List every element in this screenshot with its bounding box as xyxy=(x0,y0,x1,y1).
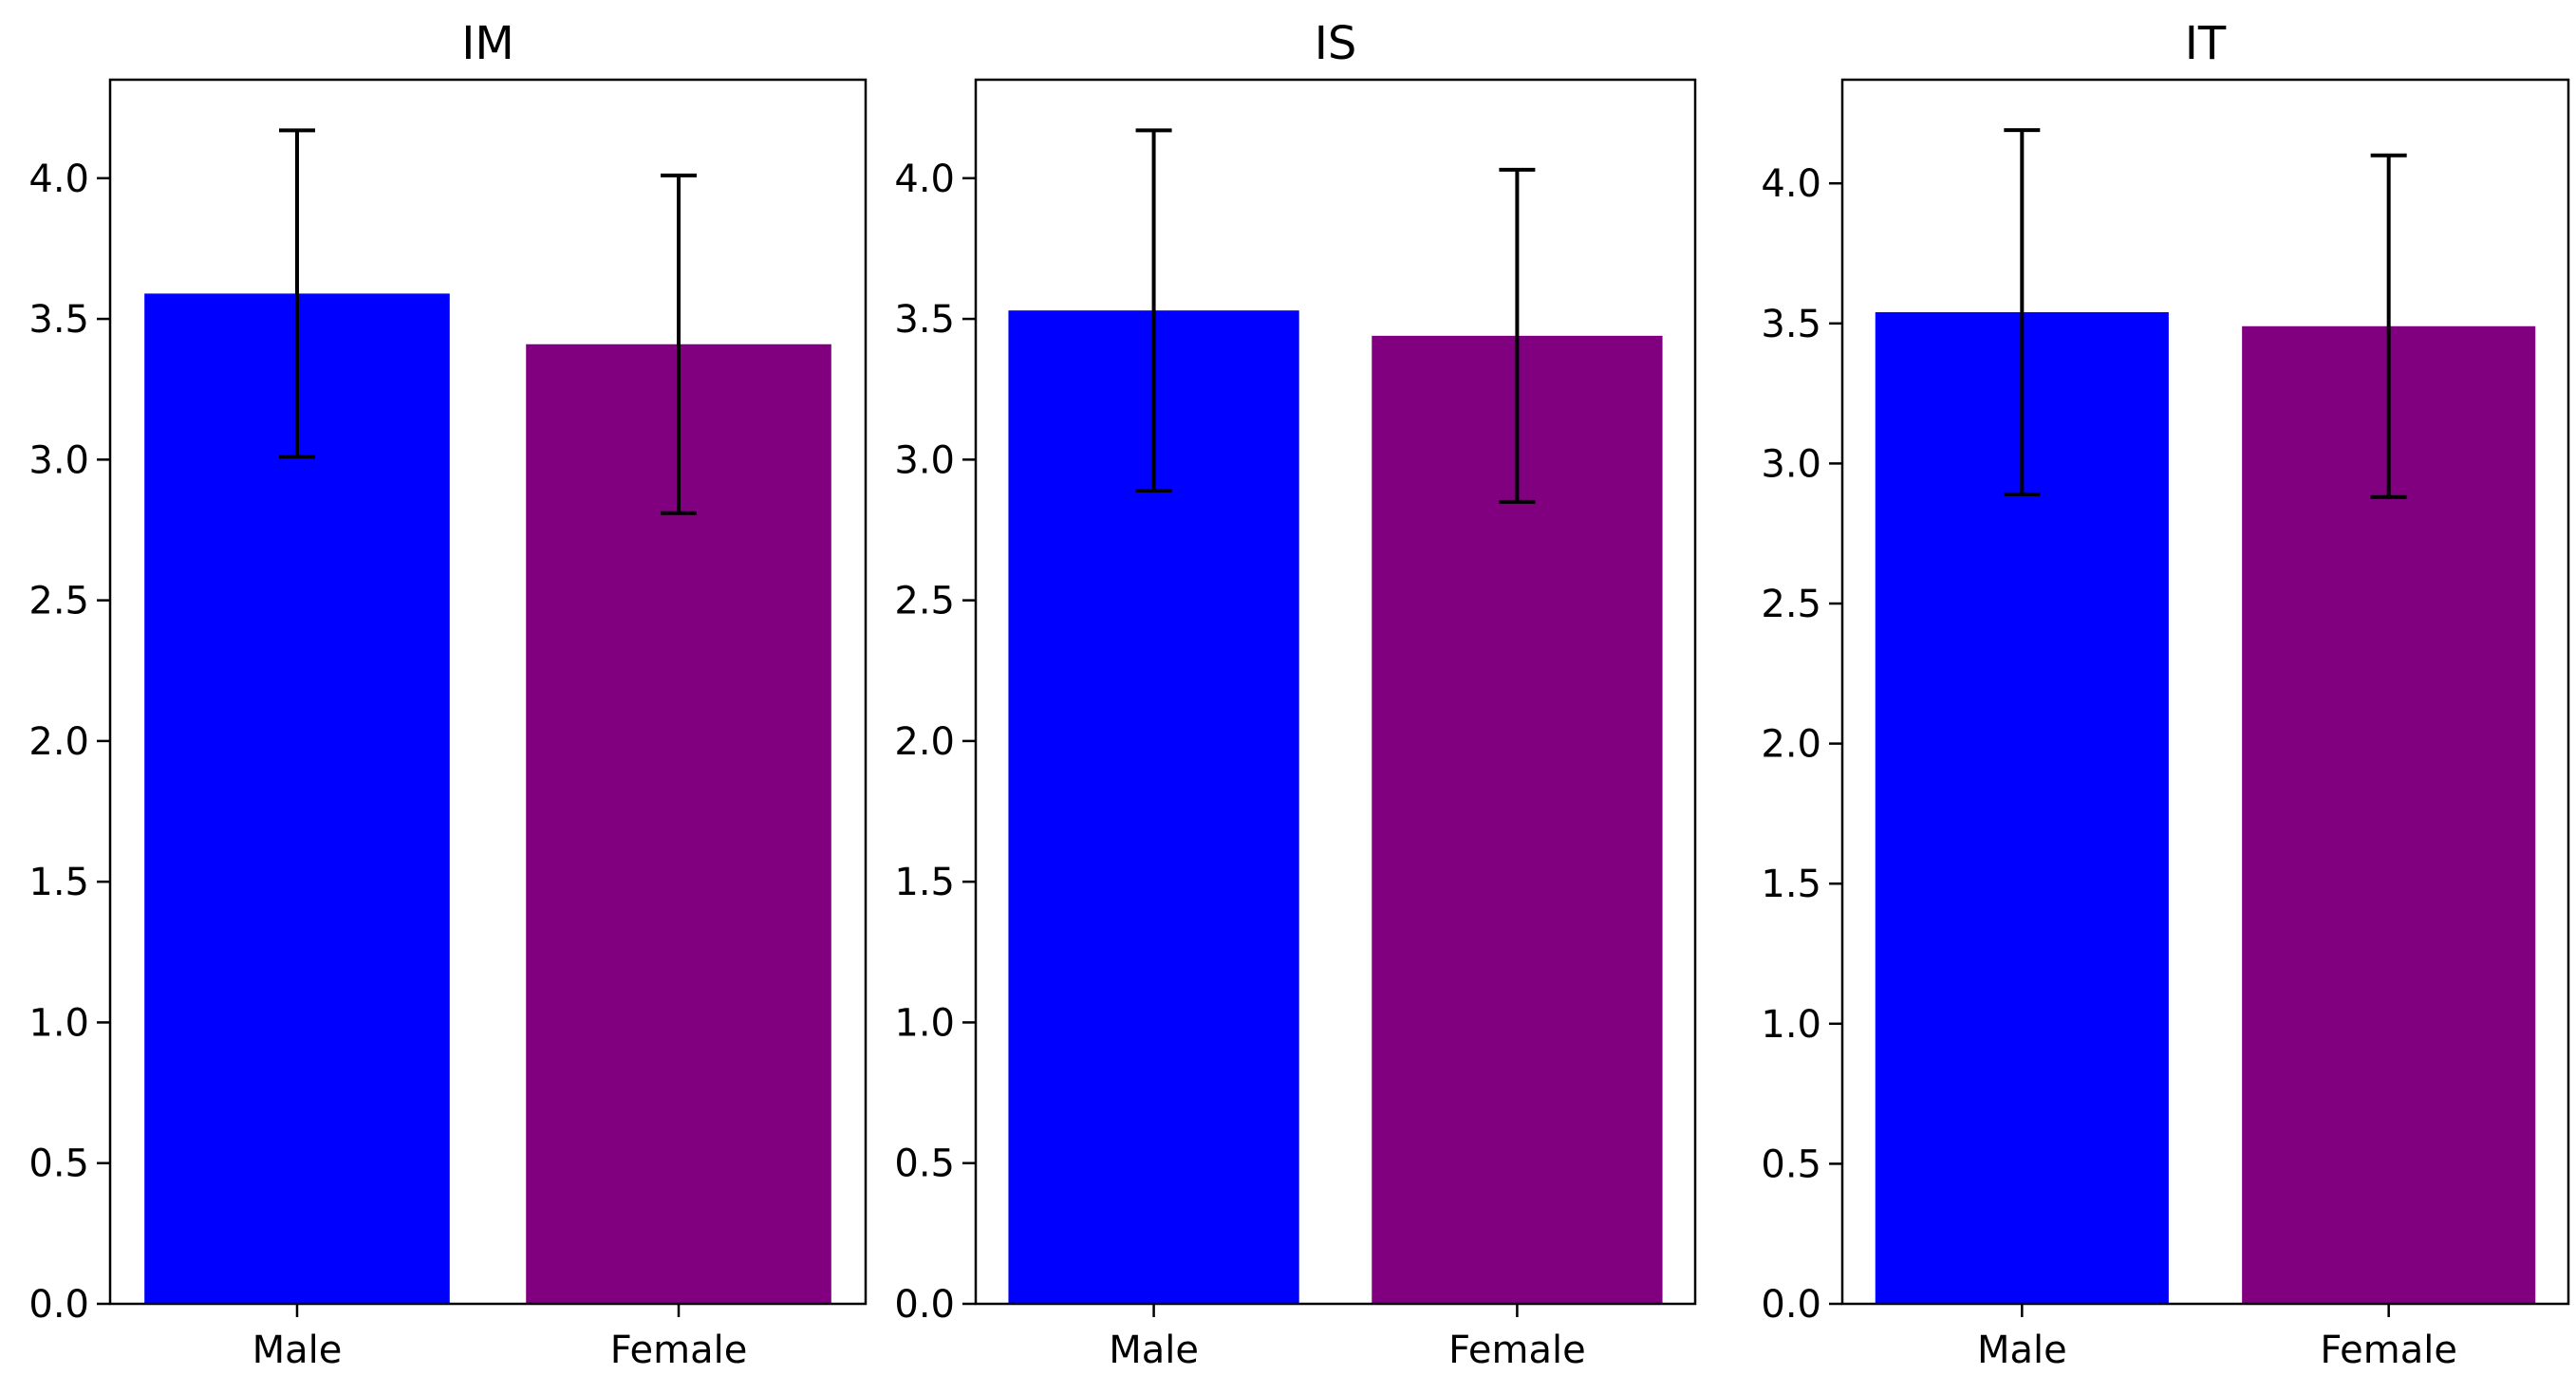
axes-frame xyxy=(974,78,1697,1306)
y-tick-label: 0.0 xyxy=(894,1283,955,1327)
x-axis: Male Female xyxy=(1977,1304,2457,1372)
plot-area xyxy=(1008,128,1663,1305)
panel-title: IM xyxy=(461,17,514,70)
y-tick-label: 1.0 xyxy=(894,1001,955,1045)
y-axis: 0.0 0.5 1.0 1.5 2.0 2.5 3.0 3.5 4.0 xyxy=(894,158,976,1327)
y-tick-label: 3.5 xyxy=(28,298,89,342)
y-tick-label: 3.0 xyxy=(1761,442,1821,486)
y-axis: 0.0 0.5 1.0 1.5 2.0 2.5 3.0 3.5 4.0 xyxy=(1761,162,1842,1327)
y-tick-label: 0.0 xyxy=(28,1283,89,1327)
error-bar-female xyxy=(2370,153,2407,499)
x-tick-label-male: Male xyxy=(1977,1329,2067,1372)
panel-im: IM 0.0 0.5 1.0 1.5 2.0 2.5 3.0 3.5 4.0 Male Fema… xyxy=(28,17,868,1372)
x-tick-label-female: Female xyxy=(2320,1329,2457,1372)
error-bar-male xyxy=(1135,128,1172,492)
x-tick-label-female: Female xyxy=(1448,1329,1586,1372)
y-tick-label: 2.0 xyxy=(894,720,955,764)
y-tick-label: 3.5 xyxy=(894,298,955,342)
y-tick-label: 2.5 xyxy=(28,580,89,623)
error-bar-female xyxy=(1499,167,1536,504)
y-tick-label: 3.0 xyxy=(28,438,89,482)
bar-male xyxy=(144,293,450,1305)
y-tick-label: 3.5 xyxy=(1761,303,1821,346)
error-bar-female xyxy=(661,173,698,515)
y-tick-label: 1.0 xyxy=(1761,1003,1821,1047)
y-tick-label: 0.5 xyxy=(28,1143,89,1186)
y-tick-label: 2.5 xyxy=(894,580,955,623)
error-bar-male xyxy=(2004,128,2041,496)
y-tick-label: 4.0 xyxy=(894,158,955,201)
y-tick-label: 3.0 xyxy=(894,438,955,482)
axes-frame xyxy=(1840,78,2570,1306)
x-tick-label-male: Male xyxy=(1109,1329,1199,1372)
y-tick-label: 1.0 xyxy=(28,1001,89,1045)
y-tick-label: 4.0 xyxy=(28,158,89,201)
axes-frame xyxy=(108,78,868,1306)
y-tick-label: 4.0 xyxy=(1761,162,1821,206)
x-tick-label-male: Male xyxy=(252,1329,343,1372)
panel-title: IS xyxy=(1315,17,1357,70)
y-tick-label: 0.5 xyxy=(894,1143,955,1186)
plot-area xyxy=(144,128,831,1305)
y-tick-label: 2.5 xyxy=(1761,583,1821,626)
plot-area xyxy=(1875,128,2536,1304)
panel-title: IT xyxy=(2185,17,2227,70)
y-tick-label: 0.0 xyxy=(1761,1283,1821,1327)
y-tick-label: 1.5 xyxy=(28,861,89,904)
y-tick-label: 1.5 xyxy=(1761,863,1821,906)
y-tick-label: 1.5 xyxy=(894,861,955,904)
x-axis: Male Female xyxy=(1109,1304,1586,1372)
x-axis: Male Female xyxy=(252,1304,748,1372)
x-tick-label-female: Female xyxy=(610,1329,748,1372)
y-axis: 0.0 0.5 1.0 1.5 2.0 2.5 3.0 3.5 4.0 xyxy=(28,158,110,1327)
y-tick-label: 0.5 xyxy=(1761,1143,1821,1186)
y-tick-label: 2.0 xyxy=(1761,723,1821,767)
y-tick-label: 2.0 xyxy=(28,720,89,764)
error-bar-male xyxy=(278,128,315,459)
panel-is: IS 0.0 0.5 1.0 1.5 2.0 2.5 3.0 3.5 4.0 Male Fema… xyxy=(894,17,1697,1372)
panel-it: IT 0.0 0.5 1.0 1.5 2.0 2.5 3.0 3.5 4.0 Male Fema… xyxy=(1761,17,2570,1372)
